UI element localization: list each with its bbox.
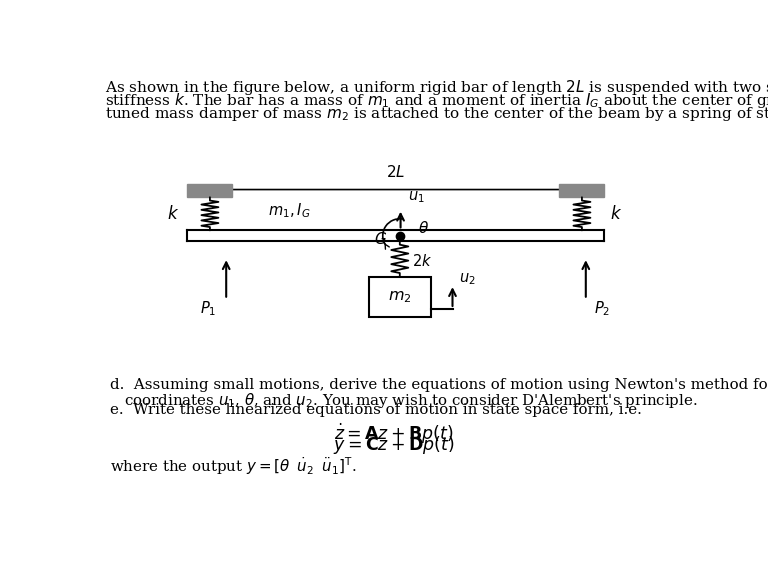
Bar xyxy=(369,277,431,316)
Bar xyxy=(187,184,233,197)
Text: $2L$: $2L$ xyxy=(386,164,406,180)
Text: $P_1$: $P_1$ xyxy=(200,300,216,318)
Text: stiffness $k$. The bar has a mass of $m_1$ and a moment of inertia $I_G$ about t: stiffness $k$. The bar has a mass of $m_… xyxy=(105,91,768,110)
Text: coordinates $u_1$, $\theta$, and $u_2$. You may wish to consider D'Alembert's pr: coordinates $u_1$, $\theta$, and $u_2$. … xyxy=(124,391,697,410)
Text: d.  Assuming small motions, derive the equations of motion using Newton's method: d. Assuming small motions, derive the eq… xyxy=(110,378,768,392)
Text: e.  Write these linearized equations of motion in state space form, i.e.: e. Write these linearized equations of m… xyxy=(110,403,642,417)
Text: $m_2$: $m_2$ xyxy=(388,288,412,305)
Text: $P_2$: $P_2$ xyxy=(594,300,611,318)
Text: $m_1, I_G$: $m_1, I_G$ xyxy=(268,201,310,219)
Text: As shown in the figure below, a uniform rigid bar of length $2L$ is suspended wi: As shown in the figure below, a uniform … xyxy=(105,78,768,97)
Text: where the output $y = \left[\theta \;\; \dot{u}_2 \;\; \ddot{u}_1\right]^{\mathr: where the output $y = \left[\theta \;\; … xyxy=(110,455,356,477)
Text: $k$: $k$ xyxy=(167,205,180,223)
Bar xyxy=(559,184,604,197)
Text: $\theta$: $\theta$ xyxy=(418,220,429,236)
Text: $u_2$: $u_2$ xyxy=(458,272,475,287)
Text: $G$: $G$ xyxy=(374,231,387,247)
Text: $y = \mathbf{C}z + \mathbf{D}p(t)$: $y = \mathbf{C}z + \mathbf{D}p(t)$ xyxy=(333,435,455,456)
Text: $u_1$: $u_1$ xyxy=(408,190,424,205)
Text: $2k$: $2k$ xyxy=(412,253,432,269)
Text: $\dot{z} = \mathbf{A}z + \mathbf{B}p(t)$: $\dot{z} = \mathbf{A}z + \mathbf{B}p(t)$ xyxy=(334,421,453,446)
Text: tuned mass damper of mass $m_2$ is attached to the center of the beam by a sprin: tuned mass damper of mass $m_2$ is attac… xyxy=(105,104,768,123)
Text: $k$: $k$ xyxy=(610,205,622,223)
